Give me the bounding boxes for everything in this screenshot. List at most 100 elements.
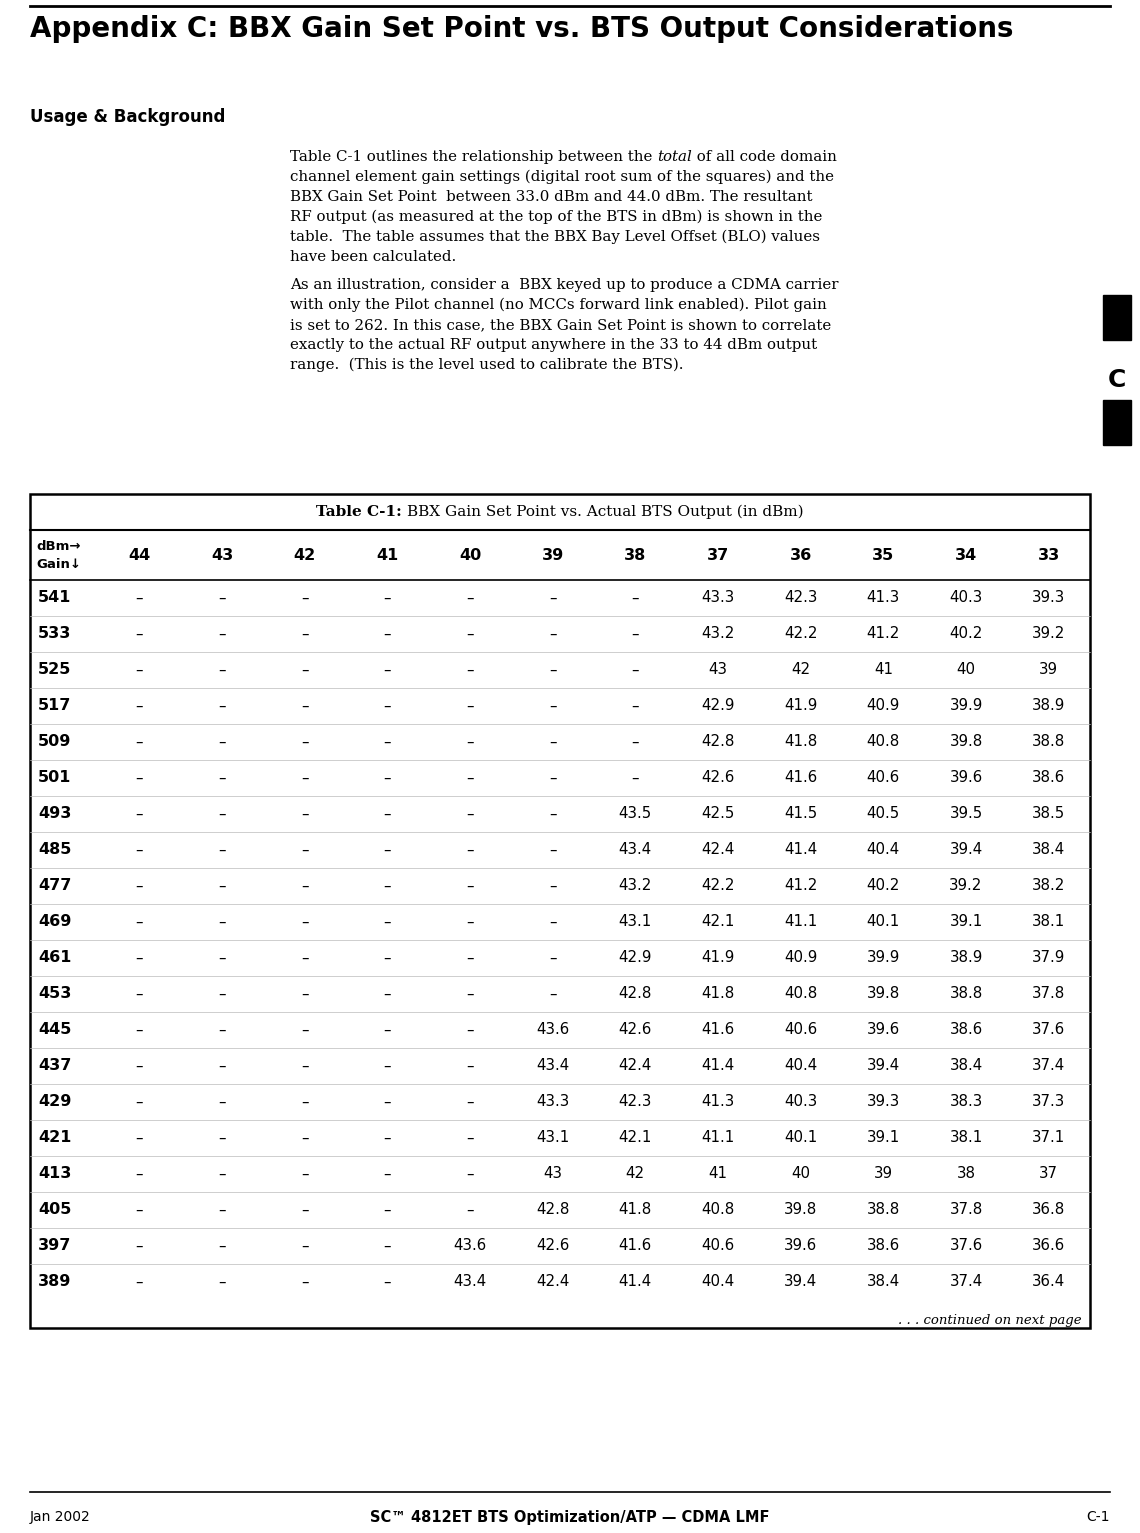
Text: 40.6: 40.6 (784, 1023, 817, 1038)
Text: 41.8: 41.8 (701, 987, 734, 1001)
Text: 437: 437 (38, 1058, 72, 1073)
Text: 43: 43 (211, 547, 233, 563)
Text: –: – (301, 662, 309, 678)
Text: –: – (383, 1095, 391, 1110)
Text: 38.3: 38.3 (950, 1095, 983, 1110)
Text: 39: 39 (1040, 662, 1058, 678)
Text: –: – (136, 1058, 144, 1073)
Text: 509: 509 (38, 734, 72, 750)
Text: 42.9: 42.9 (619, 950, 652, 966)
Text: 485: 485 (38, 843, 72, 857)
Text: Table C-1:: Table C-1: (316, 504, 407, 520)
Text: –: – (301, 987, 309, 1001)
Text: 43.3: 43.3 (701, 590, 734, 606)
Text: 38.1: 38.1 (950, 1130, 983, 1145)
Text: 41.6: 41.6 (784, 771, 817, 785)
Text: 40: 40 (459, 547, 481, 563)
Text: 39.8: 39.8 (950, 734, 983, 750)
Text: –: – (301, 1274, 309, 1289)
Text: –: – (218, 950, 226, 966)
Text: –: – (218, 1239, 226, 1254)
Text: 43.4: 43.4 (619, 843, 652, 857)
Bar (1104, 400, 1131, 445)
Text: 38.6: 38.6 (866, 1239, 899, 1254)
Text: –: – (301, 843, 309, 857)
Text: 38.4: 38.4 (950, 1058, 983, 1073)
Text: –: – (383, 1274, 391, 1289)
Text: 36.8: 36.8 (1032, 1202, 1065, 1217)
Text: –: – (136, 699, 144, 713)
Text: table.  The table assumes that the BBX Bay Level Offset (BLO) values: table. The table assumes that the BBX Ba… (290, 230, 820, 244)
Text: 39.2: 39.2 (950, 878, 983, 894)
Text: –: – (218, 662, 226, 678)
Text: 41.9: 41.9 (784, 699, 817, 713)
Text: 43.2: 43.2 (619, 878, 652, 894)
Text: exactly to the actual RF output anywhere in the 33 to 44 dBm output: exactly to the actual RF output anywhere… (290, 337, 817, 353)
Text: Jan 2002: Jan 2002 (30, 1510, 91, 1524)
Text: 469: 469 (38, 915, 72, 929)
Text: –: – (301, 1058, 309, 1073)
Text: 445: 445 (38, 1023, 72, 1038)
Text: 38.6: 38.6 (950, 1023, 983, 1038)
Text: 37: 37 (1040, 1167, 1058, 1182)
Text: 40.4: 40.4 (701, 1274, 734, 1289)
Text: 42.8: 42.8 (701, 734, 734, 750)
Text: 42.1: 42.1 (619, 1130, 652, 1145)
Text: 42.6: 42.6 (701, 771, 734, 785)
Text: 42.6: 42.6 (536, 1239, 569, 1254)
Text: 39.1: 39.1 (866, 1130, 899, 1145)
Text: –: – (136, 843, 144, 857)
Text: –: – (301, 915, 309, 929)
Text: 37.1: 37.1 (1032, 1130, 1065, 1145)
Text: –: – (632, 627, 640, 641)
Text: Usage & Background: Usage & Background (30, 107, 226, 126)
Text: –: – (632, 771, 640, 785)
Text: 35: 35 (872, 547, 895, 563)
Text: –: – (136, 627, 144, 641)
Text: 39.9: 39.9 (950, 699, 983, 713)
Text: –: – (301, 771, 309, 785)
Text: 397: 397 (38, 1239, 72, 1254)
Text: –: – (466, 843, 474, 857)
Text: 42.2: 42.2 (701, 878, 735, 894)
Text: 42.4: 42.4 (536, 1274, 569, 1289)
Text: –: – (466, 987, 474, 1001)
Text: 39.6: 39.6 (784, 1239, 817, 1254)
Text: Gain↓: Gain↓ (36, 558, 81, 570)
Text: –: – (383, 627, 391, 641)
Text: 38: 38 (625, 547, 646, 563)
Text: –: – (136, 1274, 144, 1289)
Text: –: – (136, 1023, 144, 1038)
Text: 38.9: 38.9 (950, 950, 983, 966)
Text: 42: 42 (293, 547, 316, 563)
Text: –: – (136, 1202, 144, 1217)
Text: –: – (218, 843, 226, 857)
Text: 39.6: 39.6 (866, 1023, 899, 1038)
Text: 42.9: 42.9 (701, 699, 734, 713)
Text: 43: 43 (543, 1167, 562, 1182)
Text: 39.6: 39.6 (950, 771, 983, 785)
Text: –: – (466, 662, 474, 678)
Text: range.  (This is the level used to calibrate the BTS).: range. (This is the level used to calibr… (290, 359, 684, 373)
Text: –: – (383, 1202, 391, 1217)
Text: Table C-1 outlines the relationship between the: Table C-1 outlines the relationship betw… (290, 150, 657, 164)
Text: –: – (383, 806, 391, 822)
Text: 40.2: 40.2 (950, 627, 983, 641)
Text: –: – (383, 987, 391, 1001)
Text: 38: 38 (956, 1167, 976, 1182)
Text: 37.4: 37.4 (950, 1274, 983, 1289)
Text: –: – (136, 1130, 144, 1145)
Text: C-1: C-1 (1086, 1510, 1110, 1524)
Text: 41.2: 41.2 (866, 627, 899, 641)
Text: 38.4: 38.4 (866, 1274, 899, 1289)
Text: 39.3: 39.3 (866, 1095, 899, 1110)
Text: BBX Gain Set Point  between 33.0 dBm and 44.0 dBm. The resultant: BBX Gain Set Point between 33.0 dBm and … (290, 190, 813, 204)
Text: 41.4: 41.4 (784, 843, 817, 857)
Text: –: – (466, 1202, 474, 1217)
Text: 41.4: 41.4 (701, 1058, 734, 1073)
Text: C: C (1108, 368, 1126, 392)
Text: with only the Pilot channel (no MCCs forward link enabled). Pilot gain: with only the Pilot channel (no MCCs for… (290, 297, 826, 313)
Text: . . . continued on next page: . . . continued on next page (898, 1314, 1082, 1328)
Text: As an illustration, consider a  BBX keyed up to produce a CDMA carrier: As an illustration, consider a BBX keyed… (290, 277, 839, 291)
Text: 41.5: 41.5 (784, 806, 817, 822)
